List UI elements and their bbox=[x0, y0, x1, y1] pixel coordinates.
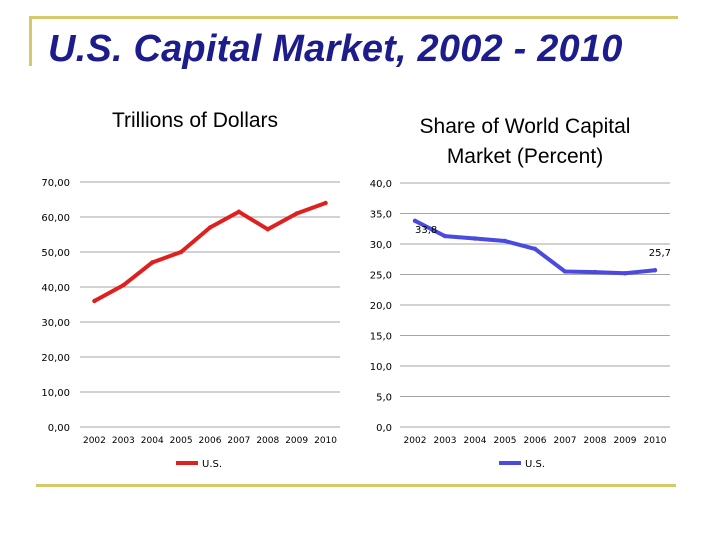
chart1-x-tick-label: 2007 bbox=[227, 436, 250, 446]
chart2-y-tick-label: 35,0 bbox=[370, 210, 392, 221]
slide-title: U.S. Capital Market, 2002 - 2010 bbox=[48, 28, 623, 70]
frame-left-line bbox=[29, 16, 32, 66]
chart2-x-tick-label: 2004 bbox=[464, 436, 487, 446]
chart2-data-point bbox=[442, 233, 448, 239]
chart1-x-tick-label: 2009 bbox=[285, 436, 308, 446]
chart1-x-tick-label: 2008 bbox=[256, 436, 279, 446]
chart2-data-point bbox=[562, 269, 568, 274]
chart1-y-tick-label: 50,00 bbox=[41, 248, 70, 259]
chart1-x-tick-label: 2003 bbox=[112, 436, 135, 446]
chart2-data-label: 25,7 bbox=[649, 248, 671, 259]
chart2-y-tick-label: 30,0 bbox=[370, 240, 392, 251]
chart1-data-point bbox=[121, 283, 126, 288]
chart1-trillions-of-dollars: 0,00 10,00 20,00 30,00 40,00 50,00 60,00 70,00 2… bbox=[41, 178, 340, 470]
chart1-y-tick-label: 60,00 bbox=[41, 213, 70, 224]
chart1-data-point bbox=[178, 249, 184, 255]
chart2-data-point bbox=[472, 236, 478, 241]
chart1-x-tick-label: 2005 bbox=[170, 436, 193, 446]
chart1-data-point bbox=[236, 209, 242, 214]
chart2-x-tick-label: 2003 bbox=[434, 436, 457, 446]
chart1-y-tick-label: 70,00 bbox=[41, 178, 70, 189]
chart1-y-tick-label: 10,00 bbox=[41, 388, 70, 399]
chart2-data-point bbox=[652, 268, 658, 273]
chart2-x-tick-label: 2002 bbox=[404, 436, 427, 446]
chart1-legend-label: U.S. bbox=[202, 459, 222, 470]
chart2-x-tick-label: 2007 bbox=[554, 436, 577, 446]
chart2-x-tick-label: 2010 bbox=[644, 436, 667, 446]
chart2-y-tick-label: 5,0 bbox=[376, 393, 392, 404]
chart2-data-point bbox=[412, 218, 418, 224]
chart1-x-tick-label: 2004 bbox=[141, 436, 164, 446]
chart2-share-of-world-capital-market: 0,0 5,0 10,0 15,0 20,0 25,0 30,0 35,0 40,0 2002 20… bbox=[370, 179, 671, 470]
chart2-data-point bbox=[502, 238, 508, 244]
chart2-data-point bbox=[622, 271, 628, 276]
chart1-data-point bbox=[207, 225, 213, 230]
chart1-data-point bbox=[265, 227, 270, 232]
chart1-data-point bbox=[92, 298, 97, 304]
chart2-data-point bbox=[592, 269, 598, 275]
chart2-x-tick-label: 2006 bbox=[524, 436, 547, 446]
chart2-title: Share of World Capital Market (Percent) bbox=[419, 115, 631, 168]
chart2-y-tick-label: 0,0 bbox=[376, 423, 392, 434]
frame-bottom-line bbox=[36, 484, 676, 487]
chart1-y-tick-label: 30,00 bbox=[41, 318, 70, 329]
chart2-data-point bbox=[532, 246, 538, 252]
chart2-data-label: 33,8 bbox=[415, 225, 437, 236]
chart1-title: Trillions of Dollars bbox=[111, 109, 279, 132]
chart1-x-tick-label: 2006 bbox=[199, 436, 222, 446]
chart2-y-tick-label: 25,0 bbox=[370, 271, 392, 282]
chart1-data-point bbox=[294, 211, 299, 216]
chart2-x-tick-label: 2009 bbox=[614, 436, 637, 446]
chart2-x-tick-label: 2005 bbox=[494, 436, 517, 446]
chart1-y-tick-label: 0,00 bbox=[48, 423, 70, 434]
chart2-x-tick-label: 2008 bbox=[584, 436, 607, 446]
chart2-y-tick-label: 10,0 bbox=[370, 362, 392, 373]
chart2-y-tick-label: 15,0 bbox=[370, 332, 392, 343]
chart1-y-tick-label: 40,00 bbox=[41, 283, 70, 294]
chart1-x-tick-label: 2010 bbox=[314, 436, 337, 446]
chart2-y-tick-label: 40,0 bbox=[370, 179, 392, 190]
frame-top-line bbox=[32, 16, 678, 19]
chart1-y-tick-label: 20,00 bbox=[41, 353, 70, 364]
chart2-y-tick-label: 20,0 bbox=[370, 301, 392, 312]
chart1-x-tick-label: 2002 bbox=[83, 436, 106, 446]
chart1-data-point bbox=[150, 260, 155, 265]
chart1-data-point bbox=[323, 200, 328, 206]
chart2-legend-label: U.S. bbox=[525, 459, 545, 470]
